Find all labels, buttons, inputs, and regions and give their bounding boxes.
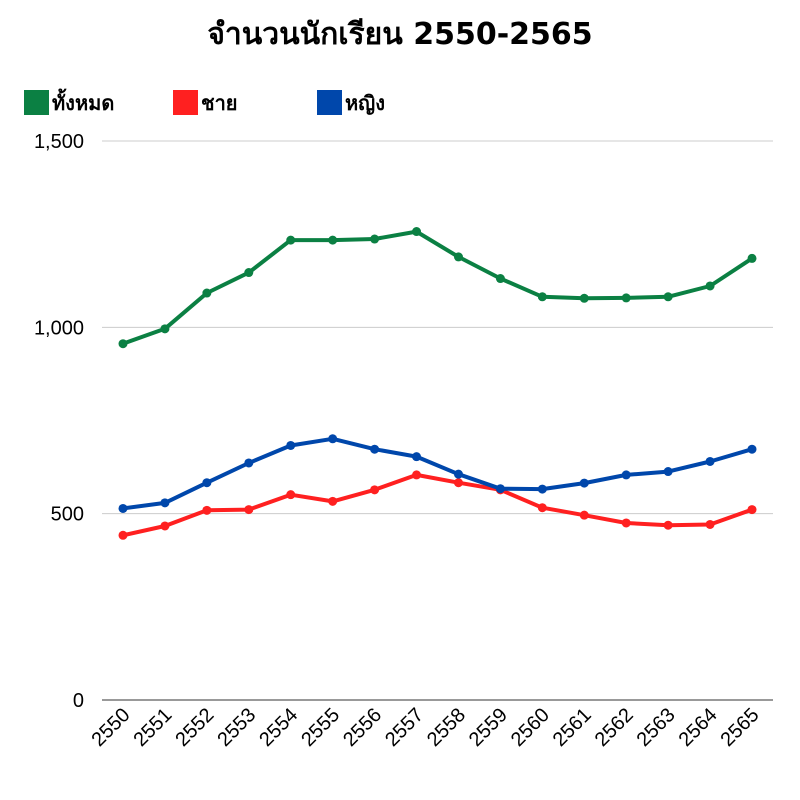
- data-point: [328, 496, 338, 506]
- data-point: [705, 519, 715, 529]
- data-point: [160, 324, 170, 334]
- x-tick-label: 2557: [381, 704, 428, 751]
- x-tick-label: 2552: [171, 704, 218, 751]
- data-point: [160, 521, 170, 531]
- data-point: [537, 292, 547, 302]
- data-point: [244, 505, 254, 515]
- data-point: [663, 467, 673, 477]
- data-point: [579, 293, 589, 303]
- y-axis-ticks: 0 500 1,000 1,500: [34, 131, 84, 712]
- data-point: [705, 281, 715, 291]
- data-point: [328, 434, 338, 444]
- y-tick-label: 1,500: [34, 131, 84, 153]
- data-point: [412, 470, 422, 480]
- data-point: [621, 518, 631, 528]
- data-point: [370, 234, 380, 244]
- data-point: [370, 444, 380, 454]
- x-tick-label: 2555: [297, 704, 344, 751]
- data-point: [370, 485, 380, 495]
- y-tick-label: 500: [51, 504, 84, 526]
- legend-swatch: [317, 90, 342, 115]
- data-point: [286, 235, 296, 245]
- data-point: [495, 274, 505, 284]
- data-point: [579, 510, 589, 520]
- data-point: [244, 458, 254, 468]
- data-point: [621, 293, 631, 303]
- data-point: [663, 520, 673, 530]
- legend: ทั้งหมด ชาย หญิง: [24, 88, 385, 115]
- data-point: [118, 503, 128, 513]
- x-tick-label: 2562: [591, 704, 638, 751]
- x-tick-label: 2558: [423, 704, 470, 751]
- data-point: [453, 469, 463, 479]
- legend-swatch: [24, 90, 49, 115]
- data-point: [705, 456, 715, 466]
- legend-label: ชาย: [201, 91, 238, 115]
- data-point: [202, 288, 212, 298]
- data-point: [747, 505, 757, 515]
- legend-swatch: [173, 90, 198, 115]
- data-point: [286, 490, 296, 500]
- series-3: [118, 434, 757, 513]
- data-point: [412, 227, 422, 237]
- data-point: [244, 268, 254, 278]
- data-point: [537, 484, 547, 494]
- series-group: [118, 227, 757, 540]
- data-point: [747, 444, 757, 454]
- data-point: [118, 530, 128, 540]
- x-tick-label: 2565: [717, 704, 764, 751]
- data-point: [453, 252, 463, 262]
- data-point: [663, 292, 673, 302]
- series-1: [118, 227, 757, 349]
- data-point: [621, 470, 631, 480]
- x-tick-label: 2561: [549, 704, 596, 751]
- y-tick-label: 0: [73, 690, 84, 712]
- legend-label: หญิง: [345, 91, 385, 115]
- data-point: [118, 339, 128, 349]
- data-point: [537, 503, 547, 513]
- x-tick-label: 2560: [507, 704, 554, 751]
- legend-label: ทั้งหมด: [52, 88, 114, 115]
- x-tick-label: 2553: [213, 704, 260, 751]
- x-tick-label: 2550: [88, 704, 135, 751]
- x-tick-label: 2559: [465, 704, 512, 751]
- series-line: [121, 472, 754, 538]
- x-tick-label: 2551: [129, 704, 176, 751]
- x-tick-label: 2554: [255, 704, 302, 751]
- series-line: [121, 436, 754, 511]
- x-tick-label: 2556: [339, 704, 386, 751]
- data-point: [579, 478, 589, 488]
- data-point: [286, 440, 296, 450]
- y-tick-label: 1,000: [34, 317, 84, 339]
- series-2: [118, 470, 757, 540]
- data-point: [747, 253, 757, 263]
- data-point: [202, 505, 212, 515]
- data-point: [328, 235, 338, 245]
- x-axis-ticks: 2550255125522553255425552556255725582559…: [88, 704, 764, 751]
- data-point: [412, 452, 422, 462]
- data-point: [495, 484, 505, 494]
- x-tick-label: 2564: [675, 704, 722, 751]
- chart-title: จำนวนนักเรียน 2550-2565: [207, 17, 592, 52]
- x-tick-label: 2563: [633, 704, 680, 751]
- data-point: [202, 478, 212, 488]
- data-point: [160, 498, 170, 508]
- series-line: [121, 229, 754, 346]
- gridlines: [102, 140, 773, 701]
- data-point: [453, 478, 463, 488]
